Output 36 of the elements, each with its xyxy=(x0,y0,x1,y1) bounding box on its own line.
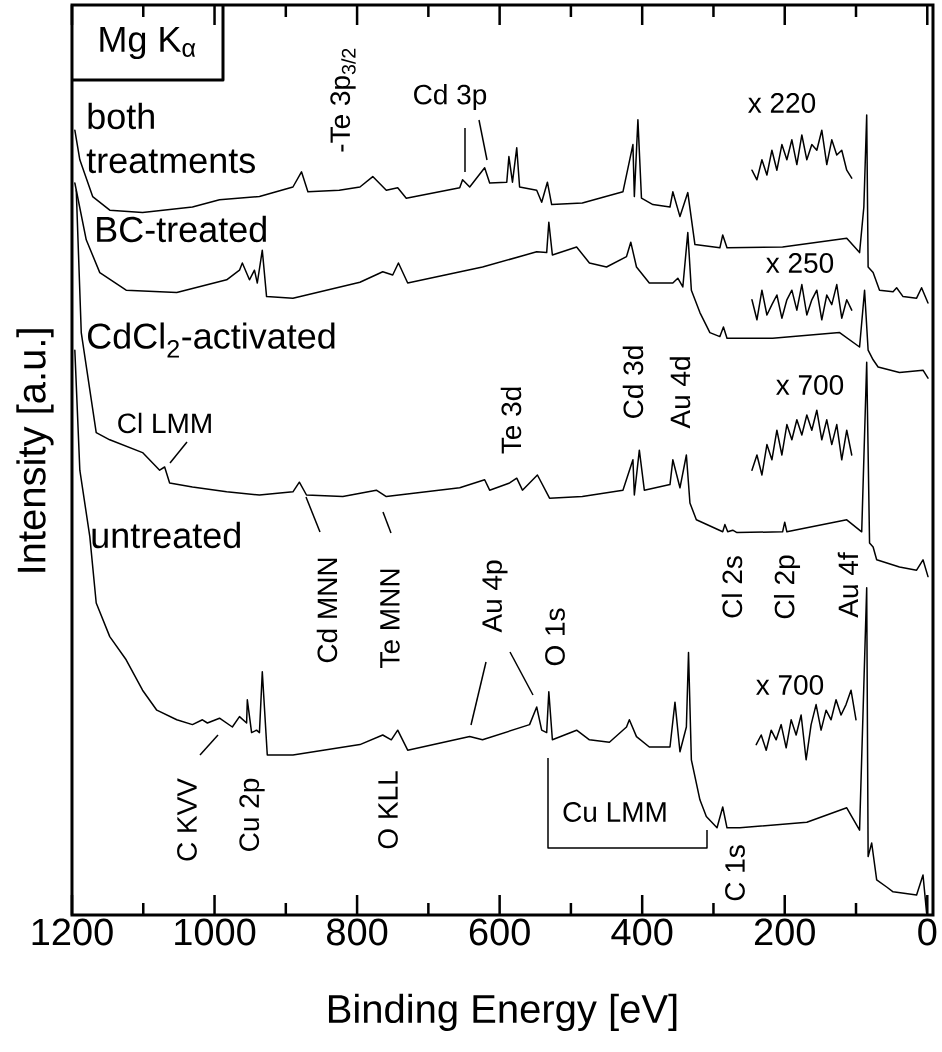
annotation: Au 4f xyxy=(837,552,859,618)
series-label: CdCl$_{2}$-activated xyxy=(88,322,335,358)
annotation: x 250 xyxy=(766,253,834,273)
annotation: Cl 2s xyxy=(721,556,743,618)
x-tick-label: 0 xyxy=(918,918,937,946)
x-tick-label: 1200 xyxy=(32,918,113,946)
x-axis-title: Binding Energy [eV] xyxy=(328,993,677,1031)
annotation: Cu LMM xyxy=(563,802,666,822)
legend-label: untreated xyxy=(92,521,240,549)
annotation: O KLL xyxy=(378,771,398,849)
annotation: Cu 2p xyxy=(239,778,265,851)
text: Mg K$_{α}$ xyxy=(100,26,196,60)
series-label: both treatments xyxy=(86,102,255,174)
text: Cd 3p xyxy=(414,83,487,111)
annotation: Cd 3d xyxy=(622,346,644,418)
annotation: x 700 xyxy=(756,675,824,695)
x-tick-label: 1000 xyxy=(175,918,256,946)
text: x 220 xyxy=(748,93,816,113)
series-label: BC-treated xyxy=(97,215,266,243)
annotation: O 1s xyxy=(545,608,565,666)
annotation: Te MNN xyxy=(380,569,400,668)
y-axis-title: Intensity [a.u.] xyxy=(16,329,54,572)
x-tick-label: 600 xyxy=(469,918,530,946)
annotation: Cl LMM xyxy=(118,412,211,434)
annotation: -Te 3p$_{3/2}$ xyxy=(330,48,356,152)
annotation: Cl 2p xyxy=(773,555,801,619)
annotation: C KVV xyxy=(177,778,197,861)
x-tick-label: 800 xyxy=(327,918,388,946)
x-tick-label: 200 xyxy=(754,918,815,946)
x-tick-label: 400 xyxy=(611,918,673,946)
annotation: Te 3d xyxy=(500,387,522,454)
annotation: Au 4p xyxy=(482,560,508,633)
annotation: Au 4d xyxy=(669,357,691,429)
annotation: x 700 xyxy=(776,375,844,395)
annotation: C 1s xyxy=(725,845,745,901)
annotation: Cd MNN xyxy=(316,558,338,663)
